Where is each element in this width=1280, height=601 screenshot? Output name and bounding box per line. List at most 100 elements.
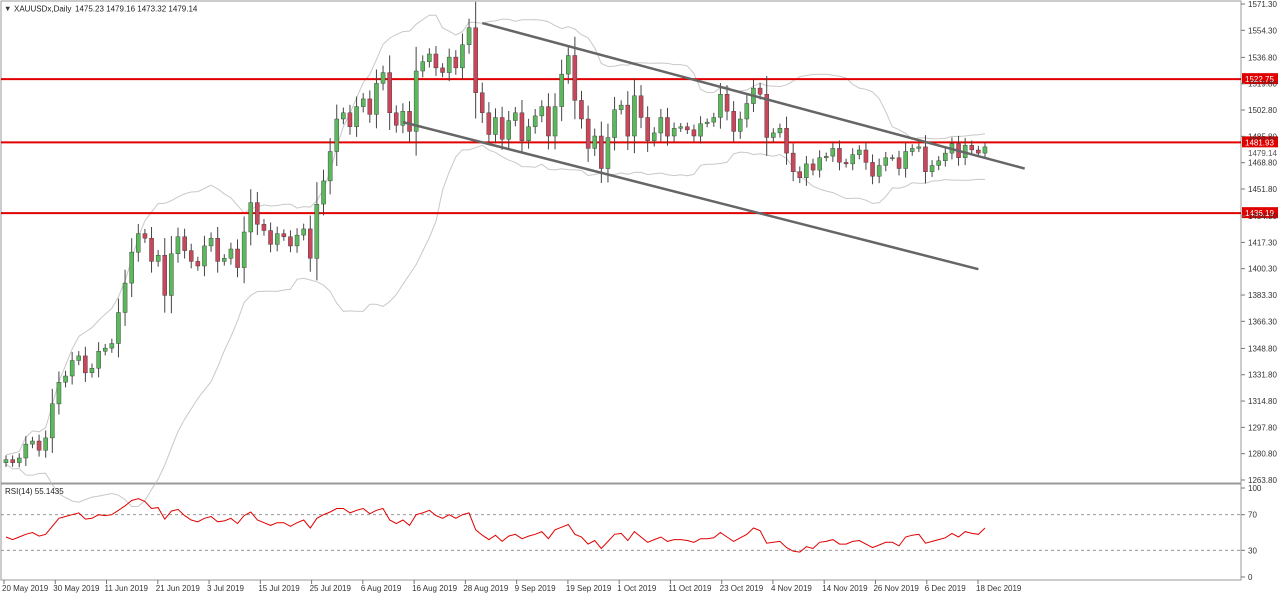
bear-candle[interactable] [599, 135, 604, 169]
bull-candle[interactable] [890, 157, 895, 159]
bull-candle[interactable] [678, 126, 684, 129]
bull-candle[interactable] [592, 135, 598, 149]
bear-candle[interactable] [724, 93, 730, 112]
bull-candle[interactable] [513, 112, 518, 121]
bull-candle[interactable] [466, 27, 472, 45]
bear-candle[interactable] [572, 55, 578, 101]
bear-candle[interactable] [784, 128, 789, 154]
bear-candle[interactable] [367, 98, 373, 115]
bull-candle[interactable] [830, 148, 836, 157]
bull-candle[interactable] [738, 118, 743, 132]
bear-candle[interactable] [235, 248, 240, 268]
bull-candle[interactable] [850, 154, 856, 165]
bear-candle[interactable] [387, 72, 392, 113]
bull-candle[interactable] [671, 128, 677, 137]
bull-candle[interactable] [460, 44, 465, 69]
bull-candle[interactable] [903, 151, 908, 169]
bull-candle[interactable] [982, 146, 988, 154]
bear-candle[interactable] [473, 27, 478, 93]
bull-candle[interactable] [169, 253, 174, 296]
trend-channel[interactable] [402, 21, 1026, 271]
bull-candle[interactable] [566, 55, 571, 75]
bull-candle[interactable] [248, 202, 253, 233]
bull-candle[interactable] [552, 106, 558, 137]
bear-candle[interactable] [685, 126, 690, 131]
bull-candle[interactable] [228, 248, 234, 259]
bear-candle[interactable] [440, 67, 445, 73]
triangle-down-icon[interactable]: ▼ [4, 4, 11, 13]
bear-candle[interactable] [261, 224, 267, 231]
bull-candle[interactable] [943, 152, 948, 162]
bear-candle[interactable] [288, 236, 293, 247]
bull-candle[interactable] [56, 382, 62, 405]
bear-candle[interactable] [499, 117, 505, 140]
bull-candle[interactable] [910, 148, 915, 152]
bull-candle[interactable] [135, 233, 141, 253]
bear-candle[interactable] [764, 93, 770, 138]
bull-candle[interactable] [43, 437, 48, 451]
bull-candle[interactable] [652, 132, 657, 141]
bear-candle[interactable] [797, 171, 803, 179]
bull-candle[interactable] [744, 103, 750, 120]
bear-candle[interactable] [486, 112, 492, 135]
bull-candle[interactable] [612, 109, 617, 138]
bear-candle[interactable] [394, 112, 399, 126]
bull-candle[interactable] [711, 117, 717, 123]
bear-candle[interactable] [142, 233, 148, 239]
bull-candle[interactable] [3, 459, 9, 463]
bear-candle[interactable] [347, 112, 353, 127]
bear-candle[interactable] [519, 112, 525, 141]
bull-candle[interactable] [202, 245, 207, 267]
bull-candle[interactable] [658, 117, 664, 134]
channel-upper-line[interactable] [481, 21, 1026, 170]
bull-candle[interactable] [116, 312, 121, 344]
bear-candle[interactable] [215, 237, 220, 262]
horizontal-levels[interactable]: 1522.75 1481.93 1436.19 1479.14 [1, 73, 1278, 219]
bull-candle[interactable] [883, 157, 889, 166]
bull-candle[interactable] [294, 234, 300, 247]
bear-candle[interactable] [625, 104, 631, 137]
bear-candle[interactable] [480, 92, 485, 113]
bull-candle[interactable] [208, 237, 214, 247]
bull-candle[interactable] [102, 347, 108, 352]
bull-candle[interactable] [69, 360, 75, 377]
bull-candle[interactable] [698, 123, 703, 137]
bear-candle[interactable] [870, 162, 875, 177]
bull-candle[interactable] [354, 106, 359, 127]
bear-candle[interactable] [923, 146, 928, 172]
bear-candle[interactable] [863, 149, 869, 163]
bull-candle[interactable] [327, 151, 333, 182]
bear-candle[interactable] [83, 355, 88, 374]
bull-candle[interactable] [314, 203, 320, 259]
bull-candle[interactable] [63, 375, 68, 383]
bull-candle[interactable] [618, 104, 624, 110]
bull-candle[interactable] [23, 443, 29, 459]
bull-candle[interactable] [929, 165, 935, 172]
bull-candle[interactable] [241, 231, 247, 268]
bear-candle[interactable] [281, 233, 287, 237]
bear-candle[interactable] [976, 149, 981, 154]
bull-candle[interactable] [175, 236, 181, 254]
bull-candle[interactable] [221, 258, 227, 262]
bull-candle[interactable] [400, 111, 406, 126]
bull-candle[interactable] [96, 351, 101, 369]
bull-candle[interactable] [427, 53, 432, 62]
bull-candle[interactable] [275, 233, 280, 245]
bear-candle[interactable] [665, 117, 670, 137]
bear-candle[interactable] [731, 111, 736, 132]
bull-candle[interactable] [718, 93, 723, 118]
bull-candle[interactable] [76, 355, 81, 361]
bear-candle[interactable] [638, 95, 644, 118]
bear-candle[interactable] [585, 118, 591, 149]
channel-lower-line[interactable] [402, 120, 979, 271]
bull-candle[interactable] [17, 457, 22, 463]
bull-candle[interactable] [824, 155, 829, 158]
bull-candle[interactable] [936, 160, 941, 166]
bear-candle[interactable] [36, 440, 42, 451]
bull-candle[interactable] [334, 118, 340, 152]
bull-candle[interactable] [380, 72, 386, 84]
bear-candle[interactable] [843, 162, 849, 165]
bull-candle[interactable] [30, 440, 35, 445]
bull-candle[interactable] [129, 251, 134, 284]
